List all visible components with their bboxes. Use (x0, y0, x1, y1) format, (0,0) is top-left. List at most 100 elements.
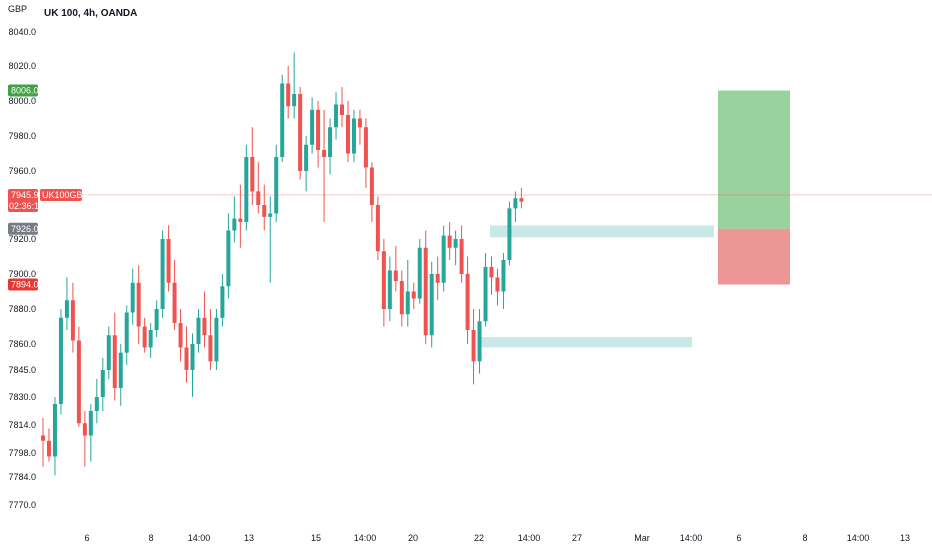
candle-body (513, 198, 518, 209)
candle-body (304, 144, 309, 171)
candle-body (519, 198, 524, 202)
candle-body (435, 274, 440, 283)
price-tick: 7880.0 (8, 304, 36, 314)
price-tick: 7770.0 (8, 500, 36, 510)
candle-body (340, 104, 344, 115)
zones-layer (479, 225, 714, 348)
candle-body (250, 157, 255, 192)
loss-zone[interactable] (718, 228, 790, 285)
candle-body (345, 115, 350, 154)
candle-body (76, 340, 81, 424)
time-tick: 13 (900, 533, 910, 543)
entry-badge: 7926.0 (8, 222, 39, 235)
candle-body (226, 230, 231, 287)
candle-body (357, 118, 362, 128)
candle-body (292, 94, 297, 107)
symbol-badge: UK100GBP (40, 188, 89, 201)
candle-body (238, 218, 243, 222)
candle-body (387, 270, 392, 309)
candle-body (190, 344, 195, 370)
time-axis[interactable]: 6 8 14:00 13 15 14:00 20 22 14:00 27 Mar 14:00 6 8 14:… (84, 533, 910, 543)
candle-body (142, 326, 147, 348)
time-tick: 20 (408, 533, 418, 543)
candle-body (328, 127, 333, 157)
current-price-badge: 7945.9 02:36:11 (8, 188, 43, 212)
price-tick: 7960.0 (8, 166, 36, 176)
candle-body (417, 247, 422, 299)
long-position-tool[interactable] (718, 90, 790, 285)
candle-body (465, 274, 470, 330)
candle-body (184, 347, 189, 370)
price-tick: 7980.0 (8, 131, 36, 141)
candle-body (495, 277, 500, 292)
candle-body (441, 235, 446, 283)
symbol-label: UK100GBP (42, 190, 89, 200)
candle-body (58, 317, 63, 404)
candle-body (124, 312, 129, 353)
candle-body (286, 83, 291, 107)
candle-body (369, 167, 374, 205)
time-tick: 14:00 (354, 533, 377, 543)
price-tick: 8040.0 (8, 27, 36, 37)
candle-body (41, 435, 45, 441)
price-tick: 7814.0 (8, 420, 36, 430)
profit-zone[interactable] (718, 90, 790, 229)
price-tick: 8000.0 (8, 96, 36, 106)
price-tick: 7920.0 (8, 234, 36, 244)
candle-body (88, 411, 93, 436)
resistance-zone (490, 225, 714, 238)
candle-body (280, 83, 285, 157)
candle-body (154, 309, 159, 330)
time-tick: 8 (802, 533, 807, 543)
price-tick: 7845.0 (8, 365, 36, 375)
time-tick: 6 (84, 533, 89, 543)
candle-body (262, 205, 267, 217)
candle-body (166, 239, 171, 283)
candle-body (471, 330, 476, 362)
target-badge: 8006.0 (8, 84, 39, 97)
candle-body (64, 300, 69, 318)
candle-body (46, 440, 51, 457)
candle-body (423, 247, 428, 336)
candle-body (244, 157, 249, 222)
candle-body (507, 208, 512, 260)
candle-body (298, 94, 303, 171)
candle-body (310, 109, 315, 145)
candle-body (375, 205, 380, 252)
candle-body (196, 317, 201, 344)
price-tick: 7860.0 (8, 339, 36, 349)
candle-body (178, 323, 183, 348)
candle-body (453, 239, 458, 248)
candle-body (477, 321, 482, 362)
candle-body (274, 157, 279, 214)
price-axis[interactable]: 8040.0 8020.0 8000.0 7980.0 7960.0 7920.0 7900… (8, 27, 36, 510)
time-tick: 15 (311, 533, 321, 543)
time-tick: 22 (474, 533, 484, 543)
candle-body (483, 267, 488, 322)
candle-body (136, 282, 141, 327)
candle-body (447, 235, 452, 248)
candle-body (100, 370, 105, 397)
candle-body (118, 352, 123, 388)
candle-body (106, 335, 111, 370)
time-tick: 27 (572, 533, 582, 543)
candle-body (232, 218, 237, 231)
candle-body (202, 317, 207, 336)
time-tick: 14:00 (518, 533, 541, 543)
candle-body (256, 191, 261, 205)
stop-badge: 7894.0 (8, 278, 39, 291)
time-tick: Mar (634, 533, 650, 543)
currency-label: GBP (8, 4, 27, 14)
candle-body (363, 127, 368, 168)
candle-body (112, 335, 117, 388)
candle-body (268, 213, 273, 217)
current-price: 7945.9 (11, 190, 39, 200)
price-tick: 7830.0 (8, 392, 36, 402)
candle-body (501, 260, 506, 292)
candle-body (399, 281, 404, 315)
candle-body (411, 291, 416, 299)
candle-body (130, 282, 135, 313)
candle-body (393, 270, 398, 281)
time-tick: 14:00 (188, 533, 211, 543)
